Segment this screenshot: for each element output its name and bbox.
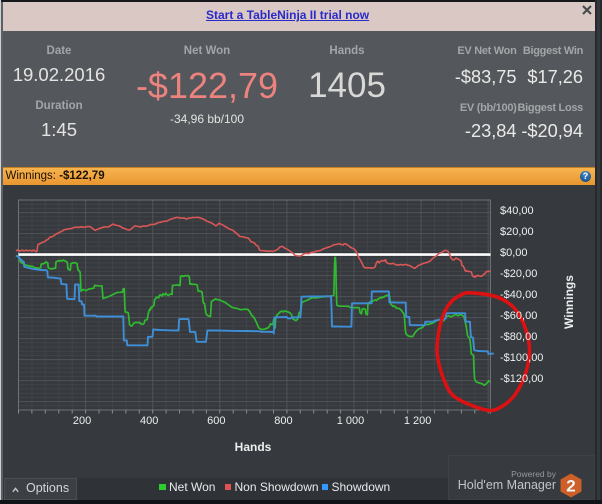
- svg-text:2: 2: [566, 476, 575, 495]
